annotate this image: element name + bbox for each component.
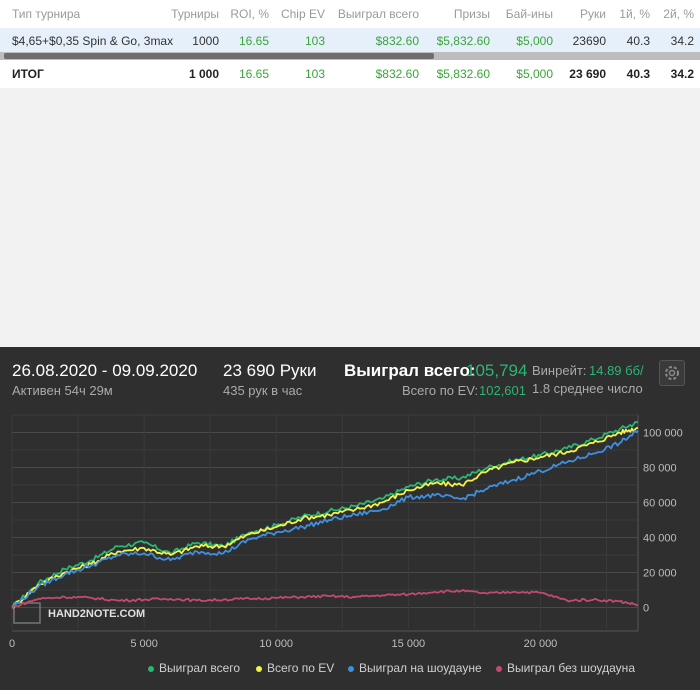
legend-showdown[interactable]: Выиграл на шоудауне	[348, 661, 482, 675]
col-header-first[interactable]: 1й, %	[619, 7, 650, 21]
legend-dot	[348, 665, 354, 672]
hands-per-hour: 435 рук в час	[223, 383, 303, 398]
col-header-second[interactable]: 2й, %	[663, 7, 694, 21]
chart-series	[11, 421, 639, 609]
total-buyins: $5,000	[516, 67, 553, 81]
gear-icon	[665, 366, 679, 380]
legend-dot	[256, 665, 262, 672]
x-axis-ticks: 0 5 000 10 000 15 000 20 000	[9, 638, 557, 650]
horizontal-scrollbar[interactable]	[0, 52, 700, 60]
series-line-0	[11, 421, 639, 608]
table-header: Тип турнира Турниры ROI, % Chip EV Выигр…	[0, 0, 700, 28]
y-tick-label: 80 000	[643, 463, 677, 475]
legend-dot	[148, 665, 154, 672]
y-tick-label: 60 000	[643, 498, 677, 510]
watermark-text: HAND2NOTE.COM	[48, 608, 145, 620]
legend-won-total[interactable]: Выиграл всего	[148, 661, 240, 675]
average-label: 1.8 среднее число	[532, 381, 643, 396]
hands-count: 23 690 Руки	[223, 361, 317, 380]
won-total-value: 105,794	[466, 361, 528, 380]
legend-non-showdown[interactable]: Выиграл без шоудауна	[496, 661, 635, 675]
graph-panel: 26.08.2020 - 09.09.2020 Активен 54ч 29м …	[0, 347, 700, 690]
chart-grid	[11, 414, 639, 632]
legend-label: Выиграл всего	[159, 661, 241, 675]
x-tick-label: 15 000	[392, 638, 426, 650]
x-tick-label: 20 000	[524, 638, 558, 650]
y-axis-ticks: 0 20 000 40 000 60 000 80 000 100 000	[643, 428, 683, 615]
legend-label: Выиграл на шоудауне	[359, 661, 482, 675]
col-header-chip-ev[interactable]: Chip EV	[280, 7, 325, 21]
ev-total-label: Всего по EV:	[402, 383, 479, 398]
total-won-total: $832.60	[375, 67, 419, 81]
cell-won-total: $832.60	[375, 34, 419, 48]
col-header-prizes[interactable]: Призы	[453, 7, 490, 21]
col-header-roi[interactable]: ROI, %	[230, 7, 269, 21]
y-tick-label: 0	[643, 603, 649, 615]
legend-ev-total[interactable]: Всего по EV	[256, 661, 334, 675]
legend-dot	[496, 665, 502, 672]
x-tick-label: 5 000	[130, 638, 158, 650]
col-header-won-total[interactable]: Выиграл всего	[337, 7, 419, 21]
series-line-3	[11, 589, 639, 609]
cell-chip-ev: 103	[304, 34, 325, 48]
winrate-label: Винрейт:	[532, 363, 587, 378]
x-tick-label: 0	[9, 638, 15, 650]
legend-label: Всего по EV	[267, 661, 335, 675]
series-line-1	[11, 427, 639, 609]
cell-hands: 23690	[572, 34, 606, 48]
scrollbar-thumb[interactable]	[4, 53, 434, 59]
total-roi: 16.65	[238, 67, 269, 81]
col-header-type[interactable]: Тип турнира	[12, 7, 81, 21]
settings-button[interactable]	[659, 360, 685, 386]
total-tournaments: 1 000	[188, 67, 219, 81]
y-tick-label: 40 000	[643, 533, 677, 545]
cell-roi: 16.65	[238, 34, 269, 48]
total-label: ИТОГ	[12, 67, 44, 81]
date-range: 26.08.2020 - 09.09.2020	[12, 361, 198, 380]
table-row[interactable]: $4,65+$0,35 Spin & Go, 3max 1000 16.65 1…	[0, 28, 700, 52]
y-tick-label: 100 000	[643, 428, 683, 440]
winrate-value: 14.89 бб/	[589, 363, 644, 378]
y-tick-label: 20 000	[643, 568, 677, 580]
total-chip-ev: 103	[304, 67, 325, 81]
cell-second: 34.2	[670, 34, 694, 48]
cell-tournaments: 1000	[192, 34, 219, 48]
total-second: 34.2	[670, 67, 694, 81]
ev-total-value: 102,601	[479, 383, 526, 398]
x-tick-label: 10 000	[259, 638, 293, 650]
active-time: Активен 54ч 29м	[12, 383, 113, 398]
tournament-table: Тип турнира Турниры ROI, % Chip EV Выигр…	[0, 0, 700, 88]
cell-type: $4,65+$0,35 Spin & Go, 3max	[12, 34, 174, 48]
hand2note-watermark: HAND2NOTE.COM	[13, 602, 145, 624]
winnings-chart: HAND2NOTE.COM 0 20 000 40 000 60 000 80 000 1…	[9, 414, 683, 650]
series-line-2	[11, 429, 639, 609]
cell-buyins: $5,000	[516, 34, 553, 48]
col-header-tournaments[interactable]: Турниры	[171, 7, 219, 21]
total-prizes: $5,832.60	[436, 67, 490, 81]
col-header-hands[interactable]: Руки	[580, 7, 606, 21]
won-total-label: Выиграл всего:	[344, 361, 476, 380]
cell-first: 40.3	[626, 34, 650, 48]
col-header-buyins[interactable]: Бай-ины	[505, 7, 553, 21]
legend-label: Выиграл без шоудауна	[507, 661, 635, 675]
total-first: 40.3	[626, 67, 650, 81]
cell-prizes: $5,832.60	[436, 34, 490, 48]
total-hands: 23 690	[569, 67, 606, 81]
table-total-row: ИТОГ 1 000 16.65 103 $832.60 $5,832.60 $…	[0, 62, 700, 86]
